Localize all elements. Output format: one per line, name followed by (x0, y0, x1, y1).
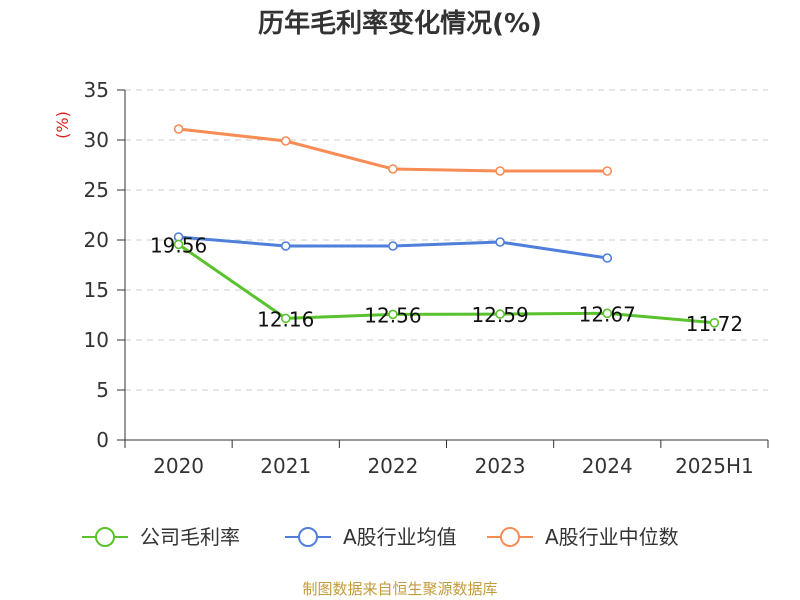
x-tick-label: 2021 (260, 454, 311, 478)
series-0-point-5 (709, 317, 720, 328)
x-tick-label: 2020 (153, 454, 204, 478)
series-0-line (177, 243, 715, 325)
legend-label: A股行业均值 (343, 525, 457, 549)
series-0-data-label-1: 12.16 (257, 307, 314, 331)
y-tick-label: 15 (84, 278, 109, 302)
series-1-point-3 (495, 237, 505, 247)
series-2-point-0 (173, 124, 184, 134)
legend-label: 公司毛利率 (140, 525, 240, 549)
legend-circle-icon (95, 527, 115, 547)
series-2-point-4 (602, 166, 613, 176)
series-1-point-4 (602, 253, 613, 263)
data-label-layer: 19.56 12.16 12.56 12.59 12.67 11.72 (150, 233, 743, 335)
y-tick-label: 0 (96, 428, 109, 452)
y-tick-label: 5 (96, 378, 109, 402)
legend-label: A股行业中位数 (545, 525, 679, 549)
axis-layer: 0 5 10 15 20 25 30 35 2020 2021 2022 2023 2024 2025H1 (84, 78, 769, 478)
x-tick-label: 2023 (475, 454, 526, 478)
legend-item-2[interactable]: A股行业中位数 (487, 525, 679, 549)
legend: 公司毛利率 A股行业均值 A股行业中位数 (82, 525, 679, 549)
series-1-point-2 (388, 241, 398, 251)
series-1-point-1 (280, 241, 291, 251)
series-2-point-1 (280, 136, 291, 146)
series-0-data-label-0: 19.56 (150, 233, 207, 257)
legend-circle-icon (500, 527, 520, 547)
x-tick-label: 2022 (367, 454, 418, 478)
series-0-data-label-4: 12.67 (579, 302, 636, 326)
legend-circle-icon (298, 527, 318, 547)
legend-item-1[interactable]: A股行业均值 (285, 525, 457, 549)
series-0-data-label-3: 12.59 (471, 303, 528, 327)
legend-item-0[interactable]: 公司毛利率 (82, 525, 240, 549)
grid-layer (125, 89, 768, 391)
source-note: 制图数据来自恒生聚源数据库 (302, 580, 497, 598)
y-tick-label: 35 (84, 78, 109, 102)
y-axis-label: (%) (53, 111, 72, 139)
y-tick-label: 10 (84, 328, 109, 352)
y-tick-label: 20 (84, 228, 109, 252)
chart-title: 历年毛利率变化情况(%) (258, 8, 542, 39)
series-2-point-3 (495, 166, 505, 176)
y-tick-label: 30 (84, 128, 109, 152)
series-0-data-label-2: 12.56 (364, 303, 421, 327)
y-tick-label: 25 (84, 178, 109, 202)
series-0-point-3 (495, 309, 505, 319)
series-layer (173, 124, 720, 328)
series-0-point-2 (388, 309, 398, 320)
x-tick-label: 2024 (582, 454, 633, 478)
x-tick-label: 2025H1 (675, 454, 754, 478)
series-0-point-1 (280, 313, 291, 324)
series-2-point-2 (388, 164, 398, 174)
series-0-data-label-5: 11.72 (686, 312, 743, 336)
series-0-point-0 (173, 239, 184, 250)
series-0-point-4 (602, 308, 613, 319)
